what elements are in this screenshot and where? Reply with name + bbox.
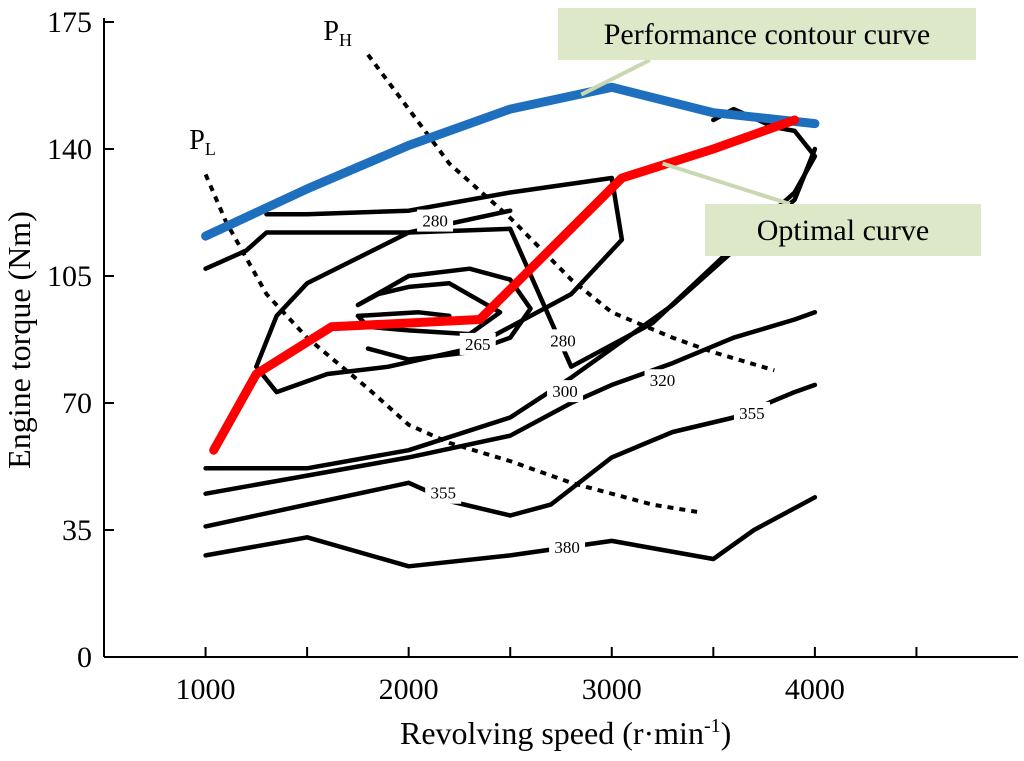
contour-label-bg [733, 401, 770, 424]
plot-area: 280 265 280 300 320 355 355 380 [201, 53, 820, 569]
axes: 0 35 70 105 140 175 1000 2000 3000 4000 [47, 6, 1018, 706]
dotted-line-ph [366, 53, 775, 373]
contour-label: 355 [733, 401, 770, 424]
x-axis-label-end: ) [721, 715, 732, 751]
x-tick-label: 2000 [379, 673, 439, 706]
y-axis-label: Engine torque (Nm) [1, 211, 37, 469]
x-tick-label: 4000 [785, 673, 845, 706]
contour-line-280 [254, 175, 625, 395]
annotation-text-performance: Performance contour curve [604, 18, 931, 51]
dotted-line-pl [203, 173, 698, 514]
annotation-box-performance [558, 8, 976, 60]
annotation-arrow-performance [580, 58, 651, 97]
series-line-performance-contour-curve [201, 82, 820, 241]
contour-line-355 [203, 382, 818, 529]
annotation-optimal-curve: Optimal curve [661, 161, 981, 256]
contour-label: 320 [644, 369, 681, 392]
contour-label-text: 280 [550, 331, 576, 350]
annotation-arrow-optimal [661, 161, 791, 206]
x-axis-label-sup: -1 [704, 715, 721, 737]
contour-label-text: 280 [422, 212, 448, 231]
contour-label-bg [459, 332, 496, 355]
contour-label: 355 [425, 481, 462, 504]
annotation-box-optimal [705, 204, 981, 256]
contour-label: 300 [547, 380, 584, 403]
contour-label-bg [545, 329, 582, 352]
x-axis-label: Revolving speed (r·min-1) [400, 715, 731, 751]
contour-label: 280 [545, 329, 582, 352]
contour-label-bg [644, 369, 681, 392]
x-tick-label: 3000 [582, 673, 642, 706]
contour-label: 265 [459, 332, 496, 355]
line-label-layer: PH PL [189, 16, 352, 159]
contour-label-text: 320 [650, 371, 676, 390]
x-ticks: 1000 2000 3000 4000 [176, 647, 918, 706]
y-tick-label: 0 [77, 641, 92, 674]
series-line-optimal-curve [209, 115, 800, 455]
dotted-layer [203, 53, 775, 514]
contour-label-bg [417, 209, 454, 232]
contour-label-text: 265 [465, 335, 491, 354]
contour-label-bg [549, 536, 586, 559]
contour-label-bg [547, 380, 584, 403]
x-axis-label-main: Revolving speed (r·min [400, 715, 704, 751]
y-tick-label: 35 [62, 514, 92, 547]
contour-line-320 [203, 310, 818, 496]
contour-label-text: 355 [739, 404, 765, 423]
contour-label: 380 [549, 536, 586, 559]
contour-layer [203, 106, 818, 569]
contour-label: 280 [417, 209, 454, 232]
y-tick-label: 175 [47, 6, 92, 39]
y-tick-label: 70 [62, 387, 92, 420]
series-layer [201, 82, 820, 455]
contour-label-text: 355 [430, 484, 456, 503]
contour-line-265 [355, 266, 533, 362]
y-tick-label: 105 [47, 260, 92, 293]
contour-label-text: 380 [554, 538, 580, 557]
contour-label-layer: 280 265 280 300 320 355 355 380 [417, 209, 770, 559]
annotation-performance-contour: Performance contour curve [558, 8, 976, 97]
y-ticks: 0 35 70 105 140 175 [47, 6, 114, 674]
x-tick-label: 1000 [176, 673, 236, 706]
y-tick-label: 140 [47, 133, 92, 166]
line-label-h: PH [323, 16, 352, 50]
annotation-text-optimal: Optimal curve [757, 214, 929, 247]
contour-label-bg [425, 481, 462, 504]
line-label-l: PL [189, 125, 216, 159]
contour-label-text: 300 [552, 382, 578, 401]
